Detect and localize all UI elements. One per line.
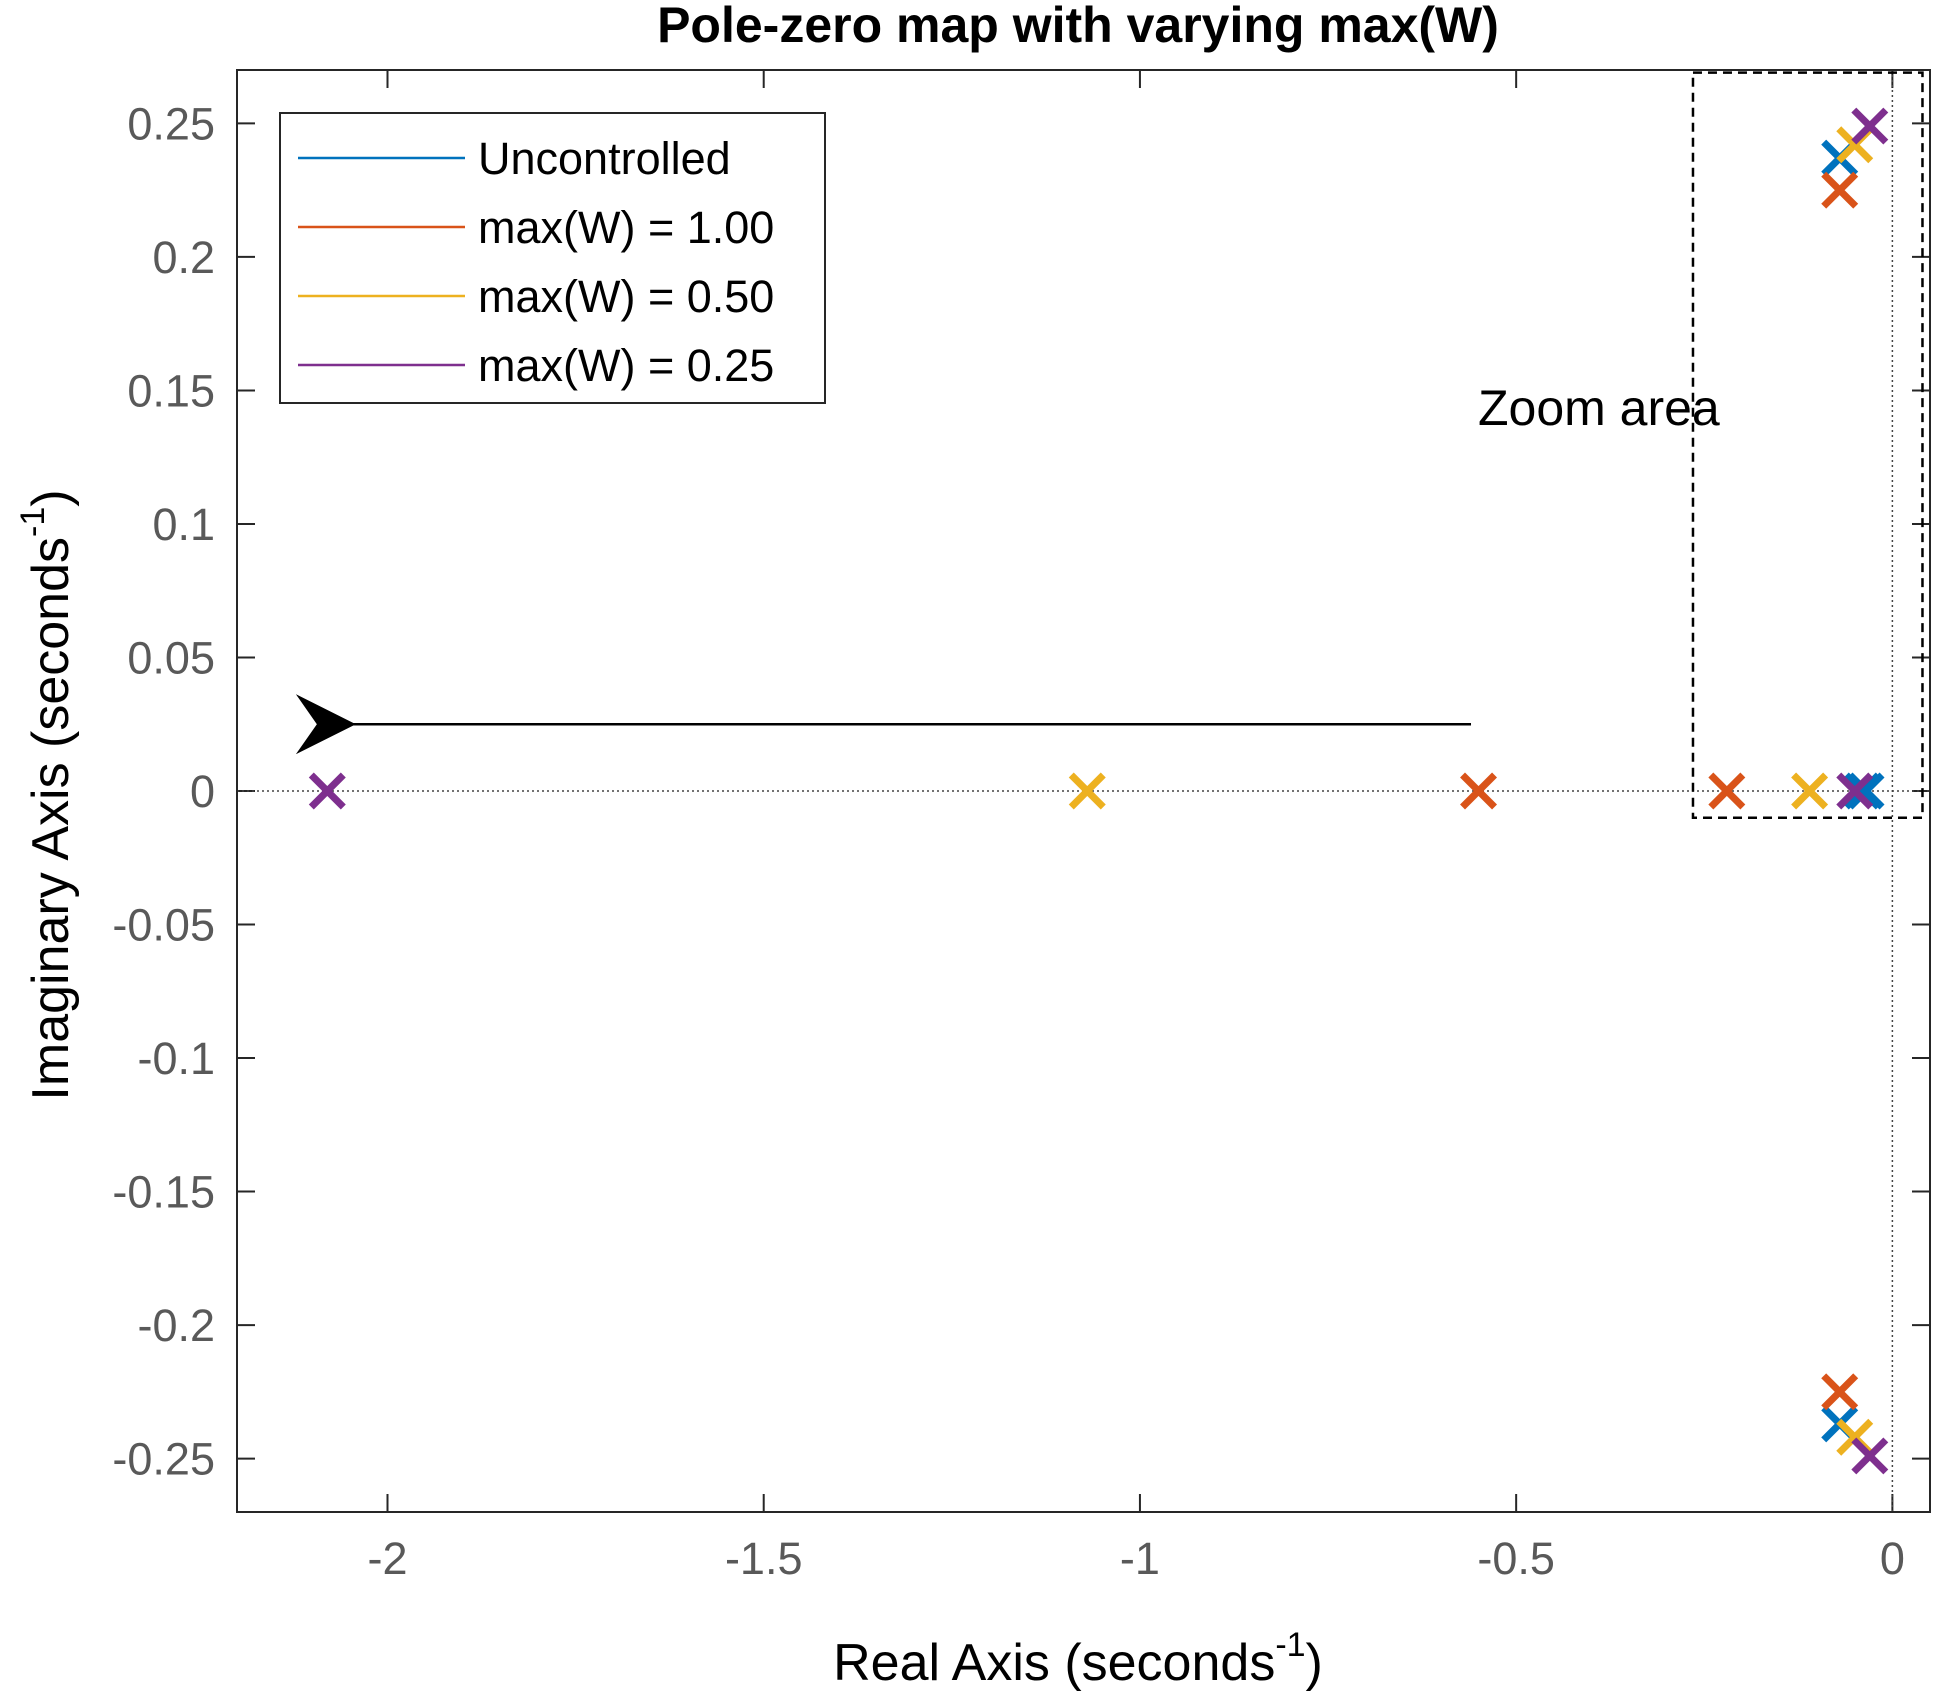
pole-marker-stroke [1836, 772, 1874, 810]
pole-marker-stroke [1821, 1373, 1859, 1411]
pole-marker [1460, 772, 1498, 810]
annotations: Zoom area [295, 71, 1924, 819]
pole-marker [1851, 1437, 1889, 1475]
y-tick-label: -0.05 [112, 900, 215, 951]
legend: Uncontrolled max(W) = 1.00 max(W) = 0.50 ma… [279, 112, 826, 404]
y-axis-label-sup: -1 [14, 507, 52, 537]
x-axis-label-tail: ) [1306, 1634, 1323, 1692]
y-tick-label: -0.25 [112, 1434, 215, 1485]
pole-marker-stroke [1851, 107, 1889, 145]
y-tick-label: -0.15 [112, 1167, 215, 1218]
legend-box [279, 112, 826, 404]
pole-marker [308, 772, 346, 810]
pole-markers [308, 107, 1889, 1475]
y-axis-label: Imaginary Axis (seconds-1) [14, 489, 80, 1100]
y-axis-label-tail: ) [22, 489, 80, 506]
zoom-box [1691, 71, 1924, 819]
y-tick-label: -0.1 [137, 1033, 215, 1084]
pole-marker [1843, 772, 1881, 810]
y-tick-label: 0 [190, 766, 215, 817]
legend-entry: max(W) = 1.00 [478, 202, 774, 253]
y-axis-label-main: Imaginary Axis (seconds [22, 537, 80, 1101]
legend-entry: Uncontrolled [478, 133, 731, 184]
y-tick-label: -0.2 [137, 1300, 215, 1351]
y-tick-label: 0.1 [152, 499, 215, 550]
axis-ticks [237, 70, 1930, 1512]
y-tick-labels: 0.25 0.2 0.15 0.1 0.05 0 -0.05 -0.1 -0.15 -0.2 -0.… [112, 98, 215, 1484]
pole-marker-stroke [1460, 772, 1498, 810]
y-tick-label: 0.2 [152, 232, 215, 283]
chart-title: Pole-zero map with varying max(W) [657, 0, 1499, 53]
x-tick-label: 0 [1880, 1533, 1905, 1584]
pole-marker-stroke [1791, 772, 1829, 810]
y-tick-label: 0.05 [127, 632, 215, 683]
y-tick-label: 0.25 [127, 98, 215, 149]
pole-marker-stroke [1843, 772, 1881, 810]
pole-marker [1791, 772, 1829, 810]
y-tick-label: 0.15 [127, 365, 215, 416]
x-axis-label-main: Real Axis (seconds [833, 1634, 1275, 1692]
pole-marker-stroke [308, 772, 346, 810]
x-tick-label: -1.5 [725, 1533, 803, 1584]
pole-marker [1821, 1373, 1859, 1411]
x-tick-label: -1 [1120, 1533, 1160, 1584]
plot-area-frame [236, 69, 1931, 1513]
x-tick-label: -2 [367, 1533, 407, 1584]
pole-marker [1708, 772, 1746, 810]
legend-entry: max(W) = 0.50 [478, 271, 774, 322]
legend-entry: max(W) = 0.25 [478, 340, 774, 391]
pole-marker-stroke [1851, 1437, 1889, 1475]
pole-marker-stroke [1836, 1418, 1874, 1456]
pole-marker [1821, 171, 1859, 209]
zoom-area-label: Zoom area [1478, 380, 1720, 436]
pole-marker [1068, 772, 1106, 810]
x-tick-label: -0.5 [1477, 1533, 1555, 1584]
x-axis-label-sup: -1 [1275, 1626, 1305, 1664]
pole-marker-stroke [1821, 171, 1859, 209]
pole-marker [1836, 772, 1874, 810]
pole-marker-stroke [1708, 772, 1746, 810]
x-tick-labels: -2 -1.5 -1 -0.5 0 [367, 1533, 1904, 1584]
pole-marker-stroke [1068, 772, 1106, 810]
pole-marker [1851, 107, 1889, 145]
x-axis-label: Real Axis (seconds-1) [833, 1626, 1323, 1692]
